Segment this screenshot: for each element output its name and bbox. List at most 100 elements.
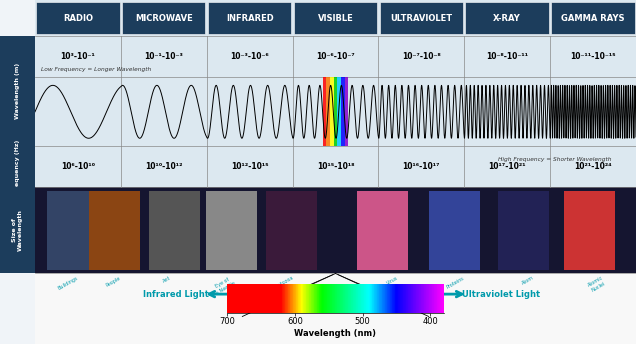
Bar <box>428 284 429 313</box>
Bar <box>257 284 258 313</box>
Bar <box>354 284 355 313</box>
Bar <box>375 284 376 313</box>
Text: Atom: Atom <box>521 275 535 286</box>
Bar <box>35 273 636 344</box>
Bar <box>429 284 430 313</box>
Bar <box>256 284 258 313</box>
Text: Infrared Light: Infrared Light <box>143 290 209 299</box>
Bar <box>360 284 361 313</box>
Bar <box>318 284 319 313</box>
Bar <box>268 284 269 313</box>
Text: 10⁻⁶-10⁻⁷: 10⁻⁶-10⁻⁷ <box>316 52 355 61</box>
Bar <box>399 284 401 313</box>
Bar <box>420 284 422 313</box>
Bar <box>414 284 415 313</box>
Bar <box>342 284 343 313</box>
Bar <box>233 284 234 313</box>
Bar <box>323 284 324 313</box>
Text: 10⁶-10¹⁰: 10⁶-10¹⁰ <box>61 162 95 171</box>
Bar <box>298 284 299 313</box>
Bar <box>285 284 286 313</box>
Text: 10¹²-10¹⁵: 10¹²-10¹⁵ <box>231 162 268 171</box>
Bar <box>324 284 326 313</box>
Bar <box>330 77 334 146</box>
Bar <box>387 284 389 313</box>
Bar <box>258 284 259 313</box>
Bar <box>270 284 272 313</box>
Bar <box>432 284 433 313</box>
Bar <box>416 284 417 313</box>
Bar <box>301 284 302 313</box>
Bar <box>261 284 263 313</box>
Bar <box>551 2 635 34</box>
Bar <box>279 284 280 313</box>
Bar <box>423 284 424 313</box>
Bar <box>355 284 356 313</box>
Bar <box>239 284 240 313</box>
Bar <box>324 284 325 313</box>
Bar <box>396 284 397 313</box>
Bar <box>398 284 399 313</box>
Bar <box>250 284 251 313</box>
Bar <box>246 284 247 313</box>
Bar <box>266 191 317 270</box>
Bar <box>291 284 292 313</box>
Bar <box>380 2 463 34</box>
Bar <box>425 284 427 313</box>
Bar <box>307 284 308 313</box>
Bar <box>234 284 235 313</box>
Bar <box>272 284 273 313</box>
Bar <box>274 284 275 313</box>
Bar <box>312 284 313 313</box>
Bar <box>333 284 334 313</box>
Bar <box>359 284 360 313</box>
Bar <box>240 284 242 313</box>
Bar <box>345 77 349 146</box>
Bar <box>424 284 425 313</box>
Bar <box>340 284 341 313</box>
Bar <box>245 284 246 313</box>
Bar <box>240 284 241 313</box>
Bar <box>425 284 426 313</box>
Bar <box>265 284 266 313</box>
Bar <box>277 284 279 313</box>
Bar <box>335 284 336 313</box>
Bar <box>419 284 420 313</box>
Bar <box>328 284 329 313</box>
Text: 10¹⁷-10²¹: 10¹⁷-10²¹ <box>488 162 526 171</box>
Bar <box>390 284 391 313</box>
Bar <box>47 191 98 270</box>
Bar <box>327 284 328 313</box>
Bar <box>338 284 339 313</box>
Bar <box>350 284 352 313</box>
Bar <box>243 284 244 313</box>
Bar <box>395 284 396 313</box>
Bar <box>418 284 419 313</box>
Text: 10¹⁰-10¹²: 10¹⁰-10¹² <box>145 162 183 171</box>
Bar <box>259 284 260 313</box>
Bar <box>319 284 321 313</box>
Bar <box>314 284 315 313</box>
Bar <box>261 284 262 313</box>
Bar <box>298 284 300 313</box>
Bar <box>344 284 345 313</box>
Bar <box>498 191 549 270</box>
Bar <box>392 284 394 313</box>
Bar <box>393 284 394 313</box>
Bar <box>293 284 294 313</box>
Bar <box>424 284 425 313</box>
Bar <box>35 0 636 187</box>
Bar <box>251 284 252 313</box>
Text: 10⁻³-10⁻⁶: 10⁻³-10⁻⁶ <box>230 52 269 61</box>
Bar <box>303 284 305 313</box>
Bar <box>322 284 323 313</box>
Bar <box>334 77 337 146</box>
Bar <box>253 284 254 313</box>
Bar <box>362 284 363 313</box>
Bar <box>439 284 440 313</box>
Text: Low Frequency = Longer Wavelength: Low Frequency = Longer Wavelength <box>41 67 151 72</box>
Bar <box>343 284 344 313</box>
Bar <box>370 284 371 313</box>
X-axis label: Wavelength (nm): Wavelength (nm) <box>294 329 377 338</box>
Bar <box>332 284 333 313</box>
